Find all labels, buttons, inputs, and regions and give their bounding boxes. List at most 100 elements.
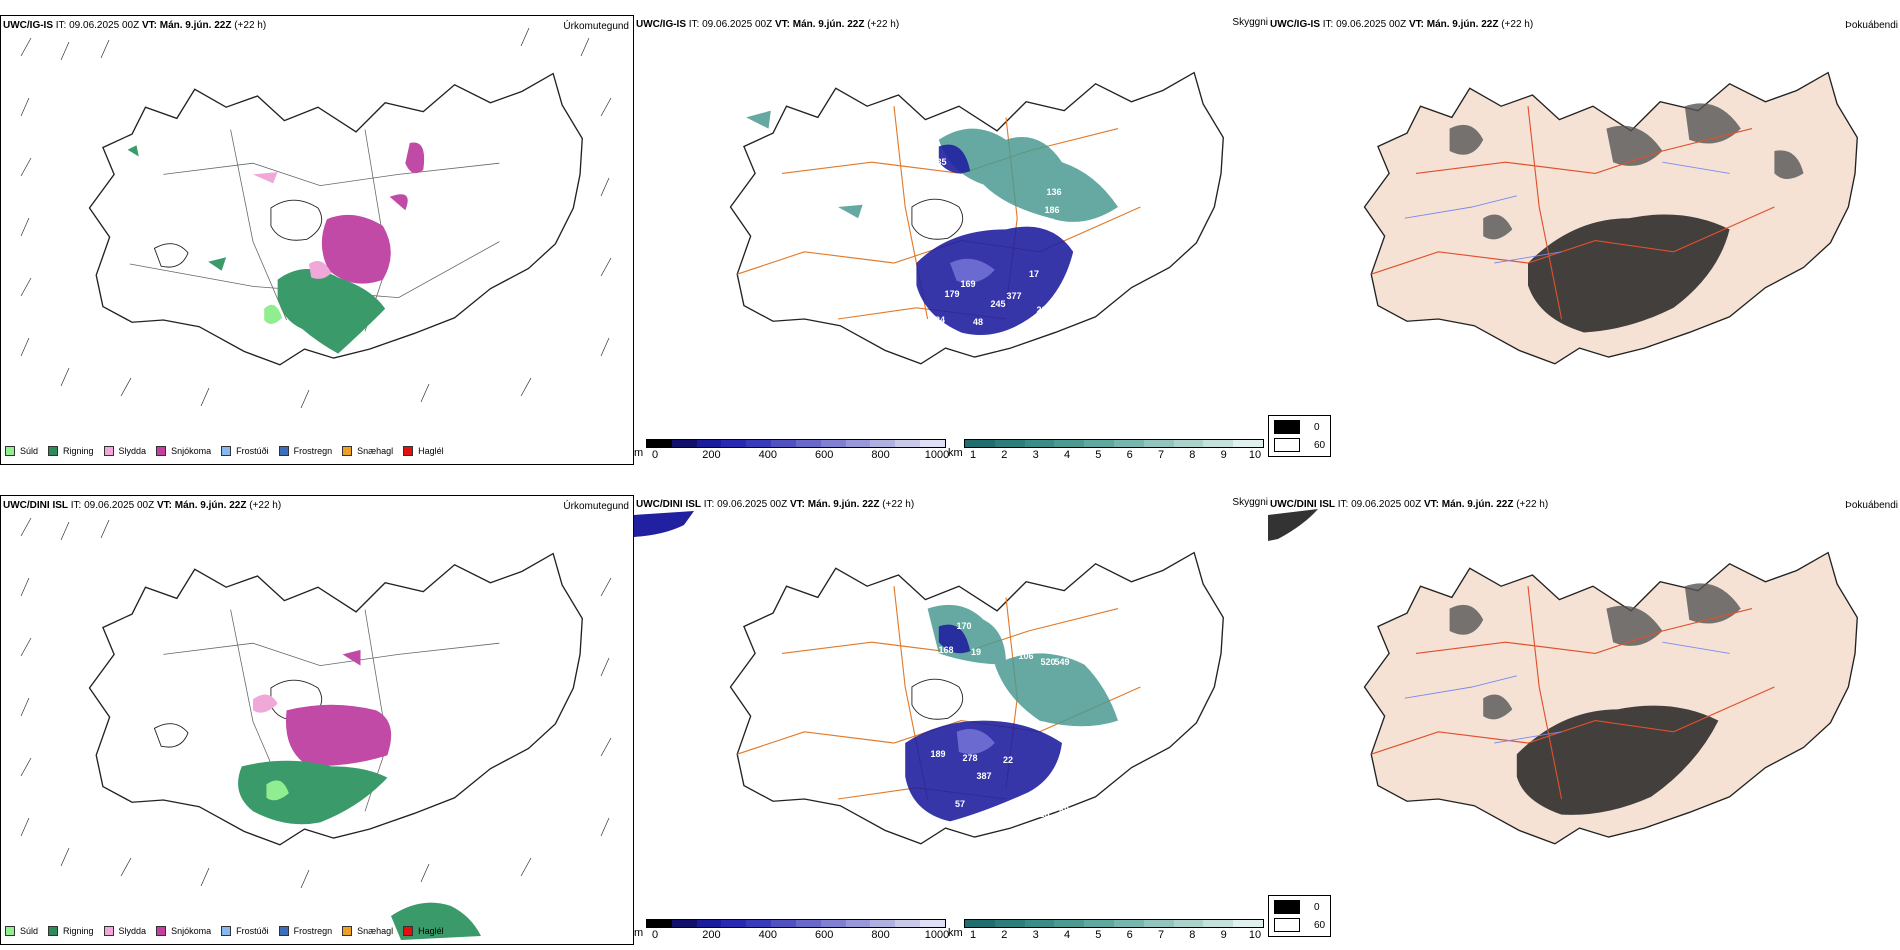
legend-swatch: [342, 446, 353, 456]
legend-item-haglel: Haglél: [403, 926, 444, 936]
legend-swatch: [156, 926, 167, 936]
visibility-value-label: 57: [955, 799, 965, 809]
colorbar-tick-label: 9: [1220, 449, 1227, 461]
colorbar-tick-label: 9: [1220, 929, 1227, 941]
colorbar-segment: [895, 920, 921, 927]
visibility-value-label: 245: [990, 299, 1005, 309]
legend-swatch: [5, 446, 15, 456]
panel-title-visibility-2: Skyggni: [1232, 497, 1268, 508]
precip-type-map-2: [20, 517, 612, 940]
low-vis-area: [916, 144, 1074, 335]
colorbar-tick-label: 800: [871, 449, 890, 461]
colorbar-tick-label: 10: [1248, 929, 1262, 941]
colorbar-segment: [771, 920, 796, 927]
legend-item-sudd: Súld: [5, 446, 38, 456]
colorbar-segment: [920, 440, 945, 447]
sleet-area: [253, 172, 332, 279]
visibility-value-label: 52: [925, 367, 935, 377]
colorbar-km-1: 1 2 3 4 5 6 7 8 9 10 km: [948, 439, 1264, 462]
colorbar-segment: [1143, 440, 1174, 447]
panel-title-precip-1: Úrkomutegund: [563, 21, 629, 32]
colorbar-tick-label: 5: [1095, 929, 1102, 941]
colorbar-segment: [870, 440, 896, 447]
wind-barbs: [20, 517, 612, 889]
fog-dark-area: [1528, 214, 1730, 333]
visibility-value-label: 377: [1006, 291, 1021, 301]
rain-area: [127, 145, 386, 354]
visibility-value-label: 170: [956, 621, 971, 631]
visibility-value-label: 51: [1045, 217, 1055, 227]
colorbar-segment: [771, 440, 796, 447]
colorbar-segment: [820, 920, 846, 927]
legend-swatch: [103, 446, 114, 456]
panel-header-5: UWC/DINI ISL IT: 09.06.2025 00Z VT: Mán.…: [636, 499, 915, 510]
colorbar-tick-label: 800: [871, 929, 890, 941]
panel-title-fog-1: Þokuábendi: [1845, 20, 1898, 31]
colorbar-segment: [870, 920, 896, 927]
wind-barbs: [20, 27, 612, 409]
visibility-value-label: 64: [927, 343, 937, 353]
panel-title-precip-2: Úrkomutegund: [563, 501, 629, 512]
visibility-value-label: 125: [1034, 809, 1049, 819]
colorbar-segment: [795, 440, 821, 447]
legend-swatch: [403, 446, 414, 456]
colorbar-tick-label: 400: [758, 449, 777, 461]
colorbar-segment: [721, 920, 747, 927]
panel-header-1: UWC/IG-IS IT: 09.06.2025 00Z VT: Mán. 9.…: [3, 20, 267, 31]
colorbar-tick-label: 5: [1095, 449, 1102, 461]
visibility-value-label: 22: [1003, 755, 1013, 765]
legend-swatch: [278, 926, 289, 936]
colorbar-tick-label: 8: [1189, 929, 1196, 941]
colorbar-tick-label: 2: [1001, 929, 1008, 941]
panel-header-4: UWC/DINI ISL IT: 09.06.2025 00Z VT: Mán.…: [3, 500, 282, 511]
colorbar-tick-label: 200: [702, 449, 721, 461]
visibility-value-label: 189: [930, 749, 945, 759]
colorbar-segment: [647, 920, 672, 927]
colorbar-tick-label: 10: [1248, 449, 1262, 461]
legend-swatch: [103, 926, 114, 936]
colorbar-segment: [895, 440, 921, 447]
legend-item-snjokoma: Snjókoma: [156, 926, 211, 936]
colorbar-segment: [1233, 440, 1263, 447]
visibility-value-label: 169: [960, 279, 975, 289]
iceland-map-1: [88, 72, 583, 366]
visibility-value-label: 520: [1040, 657, 1055, 667]
legend-item-frostudi: Frostúði: [221, 446, 269, 456]
colorbar-tick-label: 2: [1001, 449, 1008, 461]
visibility-panel-2: 170 168 19 106 520 549 189 278 22 387 107 15 57 59 125…: [634, 495, 1268, 945]
legend-swatch: [48, 446, 59, 456]
legend-item-snaehagl: Snæhagl: [342, 926, 393, 936]
colorbar-segment: [696, 920, 722, 927]
colorbar-tick-label: 8: [1189, 449, 1196, 461]
legend-swatch: [403, 926, 414, 936]
colorbar-tick-label: 1000: [924, 929, 950, 941]
legend-swatch: [48, 926, 59, 936]
fog-legend-swatch: [1274, 918, 1300, 932]
colorbar-tick-label: 3: [1032, 929, 1039, 941]
visibility-value-label: 80: [989, 343, 999, 353]
visibility-value-label: 15: [1089, 739, 1099, 749]
colorbar-segment: [746, 920, 772, 927]
visibility-value-label: 549: [1054, 657, 1069, 667]
colorbar-segment: [994, 920, 1025, 927]
precip-type-panel-1: UWC/IG-IS IT: 09.06.2025 00Z VT: Mán. 9.…: [0, 15, 634, 465]
colorbar-segment: [994, 440, 1025, 447]
legend-item-frostregn: Frostregn: [278, 926, 332, 936]
legend-swatch: [278, 446, 289, 456]
legend-item-rigning: Rigning: [48, 446, 94, 456]
visibility-value-label: 71: [1073, 809, 1083, 819]
colorbar-tick-label: 0: [651, 449, 659, 461]
visibility-value-label: 225: [1036, 305, 1051, 315]
legend-item-frostregn: Frostregn: [278, 446, 332, 456]
legend-item-snjokoma: Snjókoma: [156, 446, 211, 456]
precip-legend-2: Súld Rigning Slydda Snjókoma Frostúði Fr…: [5, 926, 444, 936]
drizzle-area: [264, 304, 283, 324]
colorbar-segment: [746, 440, 772, 447]
teal-vis-area: [746, 110, 1118, 222]
colorbar-tick-label: 4: [1063, 929, 1071, 941]
fog-map-1: [1363, 71, 1858, 365]
visibility-value-label: 168: [938, 645, 953, 655]
legend-item-slydda: Slydda: [103, 446, 146, 456]
